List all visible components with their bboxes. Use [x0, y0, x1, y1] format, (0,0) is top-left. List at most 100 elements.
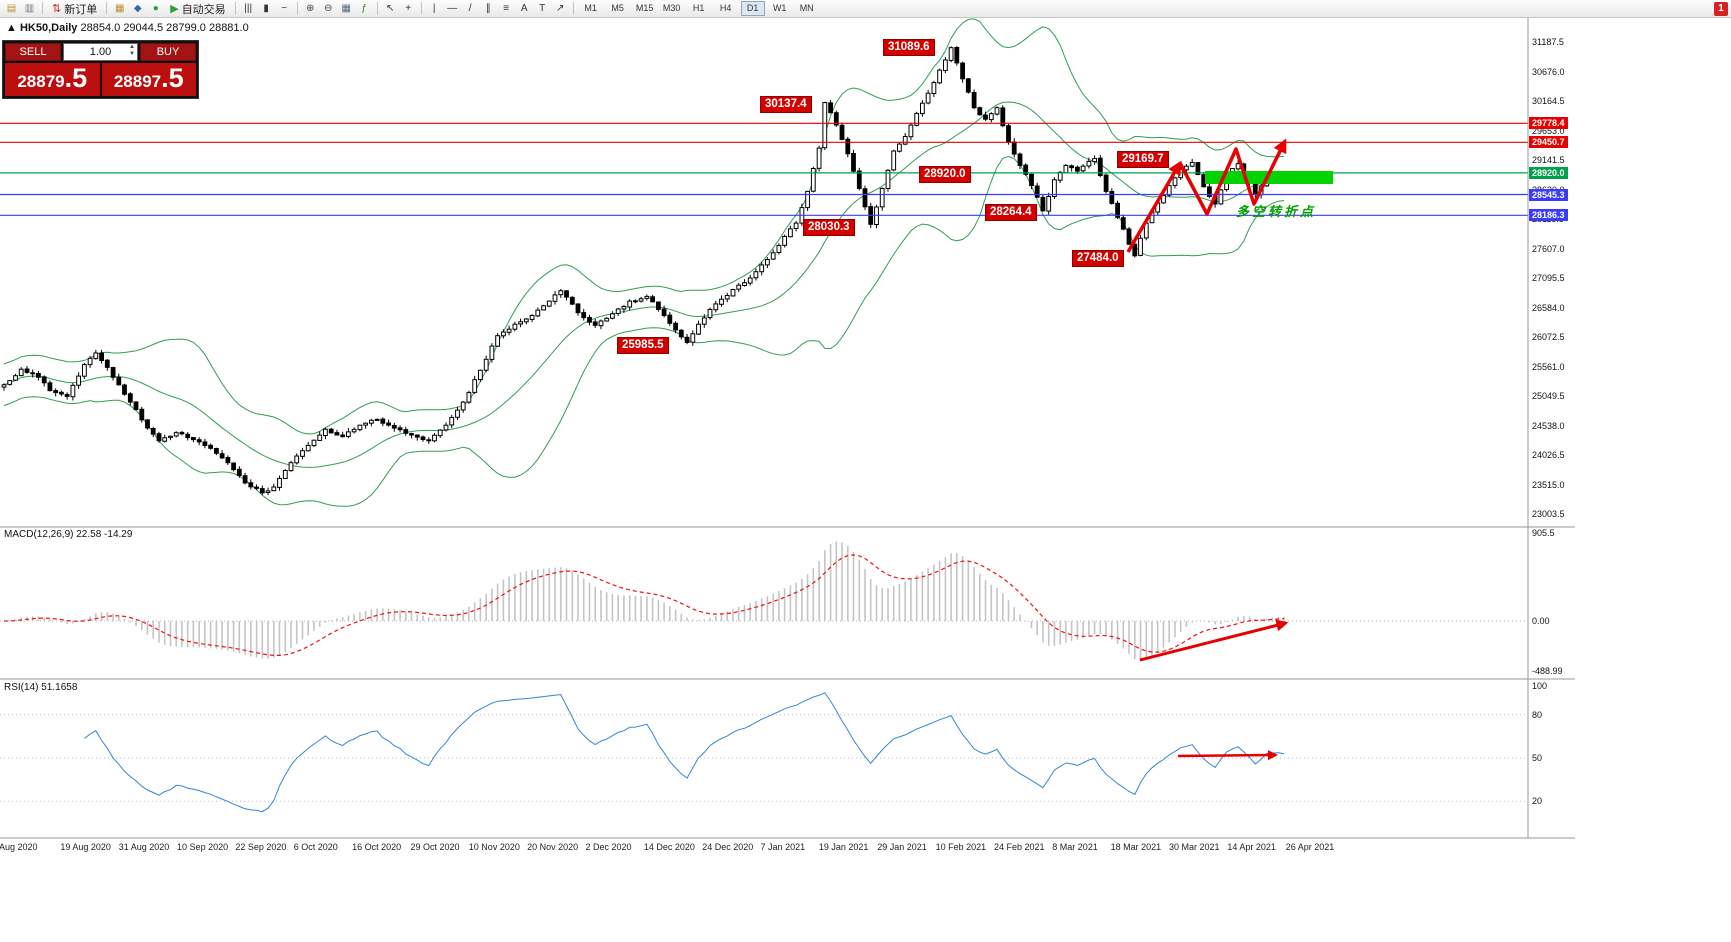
market-watch-icon[interactable]: ▦: [114, 3, 125, 14]
one-click-trading-panel: SELL 1.00 ▲ ▼ BUY 28879.5 28897.5: [2, 40, 199, 99]
sell-price-main: 28879: [17, 72, 65, 91]
date-axis-label: 14 Dec 2020: [643, 842, 695, 852]
trend-arrow-up[interactable]: [1126, 160, 1182, 253]
date-axis-label: 10 Sep 2020: [177, 842, 229, 852]
date-axis-label: 10 Nov 2020: [468, 842, 520, 852]
timeframe-d1-button[interactable]: D1: [740, 1, 765, 16]
price-axis-label: 25049.5: [1532, 391, 1565, 402]
timeframe-m30-button[interactable]: M30: [662, 3, 681, 13]
date-axis-label: 29 Jan 2021: [877, 842, 927, 852]
text-icon[interactable]: A: [520, 3, 528, 14]
new-order-button-label: 新订单: [64, 3, 98, 16]
volume-value: 1.00: [89, 46, 112, 58]
volume-spinner[interactable]: ▲ ▼: [129, 44, 135, 58]
timeframe-m5-button[interactable]: M5: [611, 3, 624, 13]
macd-signal-line: [3, 554, 1285, 656]
macd-indicator-title: MACD(12,26,9) 22.58 -14.29: [4, 529, 133, 540]
volume-up-icon[interactable]: ▲: [129, 44, 135, 50]
new-order-button[interactable]: ⇅ 新订单: [47, 1, 102, 16]
timeframe-mn-button[interactable]: MN: [799, 3, 814, 13]
fibonacci-icon[interactable]: ≡: [503, 3, 510, 14]
arrows-icon[interactable]: ↗: [555, 3, 565, 14]
candles: [1, 46, 1287, 496]
price-swing-label: 28030.3: [803, 219, 855, 236]
price-level-tag: 29778.4: [1529, 117, 1568, 130]
price-axis-label: 24026.5: [1532, 450, 1565, 461]
timeframe-m1-button[interactable]: M1: [584, 3, 597, 13]
trend-zigzag-arrow[interactable]: [1178, 138, 1287, 216]
buy-button[interactable]: BUY: [140, 43, 196, 61]
zoom-out-icon[interactable]: ⊖: [323, 3, 333, 14]
price-swing-label: 30137.4: [760, 96, 812, 113]
candlestick-chart-icon[interactable]: ▮: [263, 3, 269, 14]
buy-price-display[interactable]: 28897.5: [101, 63, 196, 96]
rsi-axis-label: 100: [1532, 681, 1548, 691]
date-axis-label: 31 Aug 2020: [118, 842, 170, 852]
date-axis-label: 10 Feb 2021: [935, 842, 987, 852]
chart-title: ▲ HK50,Daily 28854.0 29044.5 28799.0 288…: [6, 22, 249, 34]
price-swing-label: 25985.5: [617, 337, 669, 354]
trendline-icon[interactable]: /: [468, 3, 472, 14]
buy-price-fraction: .5: [161, 63, 184, 93]
date-axis-label: 19 Aug 2020: [60, 842, 111, 852]
notification-badge[interactable]: 1: [1714, 1, 1728, 16]
zoom-in-icon[interactable]: ⊕: [305, 3, 315, 14]
price-level-tag: 29450.7: [1529, 136, 1568, 149]
macd-axis-label: 0.00: [1532, 616, 1550, 626]
timeframe-h1-button[interactable]: H1: [692, 3, 705, 13]
toolbar-separator: [234, 2, 236, 15]
new-order-icon: ⇅: [52, 3, 62, 15]
equidistant-channel-icon[interactable]: ∥: [485, 3, 491, 14]
rsi-trend-arrow[interactable]: [1177, 750, 1278, 761]
date-axis-label: 2 Dec 2020: [585, 842, 632, 852]
label-icon[interactable]: T: [539, 3, 546, 14]
macd-trend-arrow[interactable]: [1139, 619, 1289, 662]
tile-windows-icon[interactable]: ▦: [341, 3, 351, 14]
rsi-axis-label: 20: [1532, 796, 1543, 806]
data-window-icon[interactable]: ◆: [133, 3, 142, 14]
price-axis-label: 29653.0: [1532, 125, 1565, 136]
volume-input[interactable]: 1.00 ▲ ▼: [63, 43, 138, 61]
buy-price-main: 28897: [113, 72, 162, 91]
sell-price-display[interactable]: 28879.5: [5, 63, 100, 96]
toolbar-separator: [296, 2, 298, 15]
vertical-line-icon[interactable]: |: [432, 3, 436, 14]
profiles-icon[interactable]: ▥: [24, 3, 35, 14]
timeframe-m15-button[interactable]: M15: [635, 3, 654, 13]
macd-axis-label: -488.99: [1532, 666, 1563, 676]
macd-axis-label: 905.5: [1532, 528, 1555, 538]
autotrading-button[interactable]: ▶ 自动交易: [165, 1, 230, 16]
date-axis-label: 29 Oct 2020: [410, 842, 460, 852]
toolbar-separator: [376, 2, 378, 15]
turning-point-annotation: 多空转折点: [1236, 204, 1317, 219]
indicators-icon[interactable]: ƒ: [361, 3, 367, 14]
sell-button[interactable]: SELL: [5, 43, 61, 61]
horizontal-line-icon[interactable]: —: [447, 3, 458, 14]
navigator-icon[interactable]: ●: [152, 3, 159, 14]
date-axis-label: 7 Aug 2020: [0, 842, 38, 852]
sell-price-fraction: .5: [64, 63, 88, 93]
highlight-zone[interactable]: [1205, 171, 1333, 184]
bar-chart-icon[interactable]: |||: [244, 3, 253, 14]
crosshair-icon[interactable]: +: [405, 3, 412, 14]
chart-symbol-period: HK50,Daily: [19, 22, 78, 34]
new-chart-icon[interactable]: ▤: [6, 3, 17, 14]
rsi-line: [84, 692, 1285, 813]
bollinger-bands: [3, 18, 1285, 507]
rsi-indicator-title: RSI(14) 51.1658: [4, 682, 78, 693]
price-axis-label: 24538.0: [1532, 420, 1565, 431]
timeframe-h4-button[interactable]: H4: [719, 3, 732, 13]
date-axis-label: 22 Sep 2020: [235, 842, 287, 852]
timeframe-w1-button[interactable]: W1: [772, 3, 787, 13]
line-chart-icon[interactable]: ~: [281, 3, 288, 14]
date-axis-label: 24 Dec 2020: [702, 842, 754, 852]
price-swing-label: 29169.7: [1117, 151, 1169, 168]
volume-down-icon[interactable]: ▼: [129, 51, 135, 57]
price-axis-label: 30676.0: [1532, 66, 1565, 77]
cursor-icon[interactable]: ↖: [385, 3, 395, 14]
price-axis-label: 27095.5: [1532, 273, 1565, 284]
autotrading-icon: ▶: [170, 3, 179, 15]
toolbar-separator: [420, 2, 422, 15]
